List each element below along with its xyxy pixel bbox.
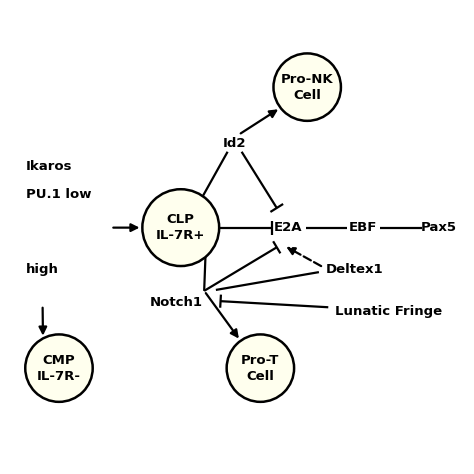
Text: Notch1: Notch1 bbox=[150, 296, 202, 309]
Text: Id2: Id2 bbox=[223, 137, 246, 150]
Circle shape bbox=[273, 54, 341, 121]
Circle shape bbox=[142, 189, 219, 266]
Text: CMP
IL-7R-: CMP IL-7R- bbox=[37, 354, 81, 383]
Circle shape bbox=[25, 335, 93, 402]
Text: Deltex1: Deltex1 bbox=[326, 263, 383, 276]
Text: EBF: EBF bbox=[349, 221, 378, 234]
Text: Ikaros: Ikaros bbox=[26, 160, 73, 173]
Text: E2A: E2A bbox=[274, 221, 303, 234]
Text: Lunatic Fringe: Lunatic Fringe bbox=[335, 305, 442, 319]
Text: Pro-T
Cell: Pro-T Cell bbox=[241, 354, 280, 383]
Text: CLP
IL-7R+: CLP IL-7R+ bbox=[156, 213, 205, 242]
Text: Pax5: Pax5 bbox=[420, 221, 456, 234]
Text: high: high bbox=[26, 263, 59, 276]
Text: Pro-NK
Cell: Pro-NK Cell bbox=[281, 73, 334, 101]
Text: PU.1 low: PU.1 low bbox=[26, 188, 91, 201]
Circle shape bbox=[227, 335, 294, 402]
